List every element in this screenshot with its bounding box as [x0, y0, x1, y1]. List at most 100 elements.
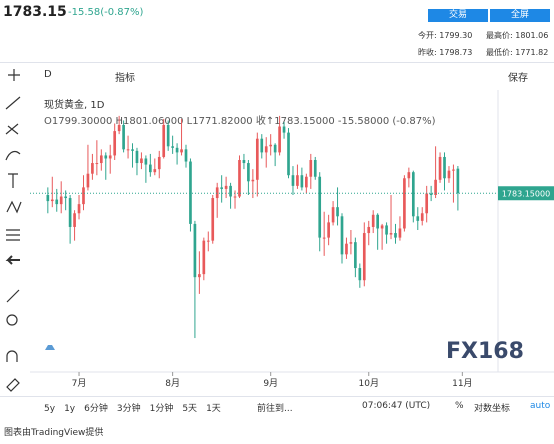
candle-body — [349, 242, 353, 244]
indicators[interactable]: 指标 — [115, 73, 135, 84]
line-tool[interactable] — [5, 96, 21, 110]
candle-body — [416, 216, 420, 221]
back-tool[interactable] — [5, 255, 20, 265]
candle-body — [273, 144, 277, 153]
candle-body — [394, 233, 397, 238]
candle-body — [340, 216, 344, 255]
log-toggle[interactable]: 对数坐标 — [474, 404, 511, 414]
zoom-tool[interactable] — [6, 314, 18, 326]
candle-body — [385, 225, 388, 235]
clock: 07:06:47 (UTC) — [362, 401, 431, 411]
interval[interactable]: D — [44, 69, 52, 80]
candle-body — [153, 169, 157, 173]
price-label: 1783.15000 — [502, 189, 550, 198]
candle-body — [140, 158, 143, 164]
tv-logo — [45, 345, 55, 350]
range-button[interactable]: 3分钟 — [116, 404, 141, 414]
range-buttons: 5y 1y 6分钟 3分钟 1分钟 5天 1天 — [44, 401, 230, 414]
candle-body — [117, 125, 121, 132]
range-button[interactable]: 5天 — [182, 404, 198, 414]
stat: 最低价: 1771.82 — [486, 47, 548, 58]
candle-body — [367, 226, 371, 234]
candle-body — [389, 233, 393, 235]
candle-body — [46, 195, 50, 202]
fullscreen-button[interactable]: 全屏 — [490, 9, 550, 22]
candle-body — [255, 138, 259, 180]
pattern-tool[interactable] — [6, 200, 22, 214]
candle-body — [206, 240, 210, 242]
candle-body — [108, 155, 112, 159]
x-tick-label: 11月 — [452, 378, 472, 389]
stat: 今开: 1799.30 — [418, 30, 472, 41]
stat-value: 1798.73 — [439, 48, 473, 57]
stat-label: 昨收: — [418, 48, 437, 57]
price: 1783.15 — [3, 4, 67, 20]
candle-body — [149, 164, 152, 173]
candle-body — [447, 170, 451, 179]
percent-toggle[interactable]: % — [455, 401, 464, 411]
candle-body — [376, 214, 379, 229]
candle-body — [429, 193, 433, 195]
stat-value: 1799.30 — [439, 31, 473, 40]
candle-body — [171, 146, 174, 148]
crosshair-tool[interactable] — [8, 69, 20, 81]
candle-body — [229, 185, 232, 197]
range-button[interactable]: 1y — [64, 404, 76, 414]
candle-body — [318, 176, 322, 238]
candle-body — [104, 155, 108, 159]
candle-body — [411, 172, 415, 217]
symbol: 现货黄金, 1D — [44, 100, 105, 111]
magnet-tool[interactable] — [6, 350, 18, 362]
x-tick-label: 9月 — [263, 378, 278, 389]
brush-tool[interactable] — [5, 150, 21, 161]
fib-tool[interactable] — [5, 123, 19, 135]
stat-label: 最低价: — [486, 48, 513, 57]
candle-body — [166, 125, 170, 147]
candle-body — [86, 173, 90, 188]
legend-high: H1801.06000 — [115, 116, 184, 127]
measure-tool[interactable] — [6, 229, 20, 241]
candle-body — [180, 149, 183, 153]
stat: 昨收: 1798.73 — [418, 47, 472, 58]
goto[interactable]: 前往到... — [257, 404, 293, 414]
candle-body — [354, 242, 357, 269]
candle-body — [403, 178, 406, 229]
candle-body — [438, 156, 442, 180]
candle-body — [251, 179, 255, 182]
lock-tool[interactable] — [6, 378, 20, 392]
candle-body — [452, 169, 455, 171]
candle-body — [64, 196, 67, 199]
range-button[interactable]: 6分钟 — [84, 404, 108, 414]
ruler-tool[interactable] — [6, 289, 20, 303]
candle-body — [55, 199, 59, 205]
candle-body — [287, 132, 290, 176]
chart: FX168 7月 8月 9月 10月 11月 1783.15000 — [30, 90, 554, 389]
candle-body — [131, 149, 134, 151]
save[interactable]: 保存 — [508, 73, 528, 84]
candle-body — [198, 274, 201, 278]
candle-body — [126, 149, 130, 151]
candle-body — [157, 156, 161, 170]
x-tick-label: 10月 — [359, 378, 379, 389]
candle-body — [443, 156, 446, 179]
candle-body — [322, 237, 326, 239]
candle-body — [336, 207, 339, 217]
range-button[interactable]: 5y — [44, 404, 56, 414]
stat-label: 最高价: — [486, 31, 513, 40]
trade-button[interactable]: 交易 — [428, 9, 488, 22]
divider — [0, 396, 554, 397]
candle-body — [264, 146, 268, 153]
range-button[interactable]: 1分钟 — [149, 404, 174, 414]
candle-body — [175, 147, 179, 153]
auto-toggle[interactable]: auto — [530, 401, 551, 411]
candle-body — [269, 144, 273, 147]
text-tool[interactable] — [8, 173, 18, 188]
range-button[interactable]: 1天 — [206, 404, 221, 414]
candle-body — [162, 125, 166, 157]
legend-low: L1771.82000 — [186, 116, 253, 127]
x-tick-label: 8月 — [165, 378, 180, 389]
candle-body — [189, 161, 192, 224]
candle-body — [224, 185, 228, 189]
candle-body — [95, 163, 99, 165]
